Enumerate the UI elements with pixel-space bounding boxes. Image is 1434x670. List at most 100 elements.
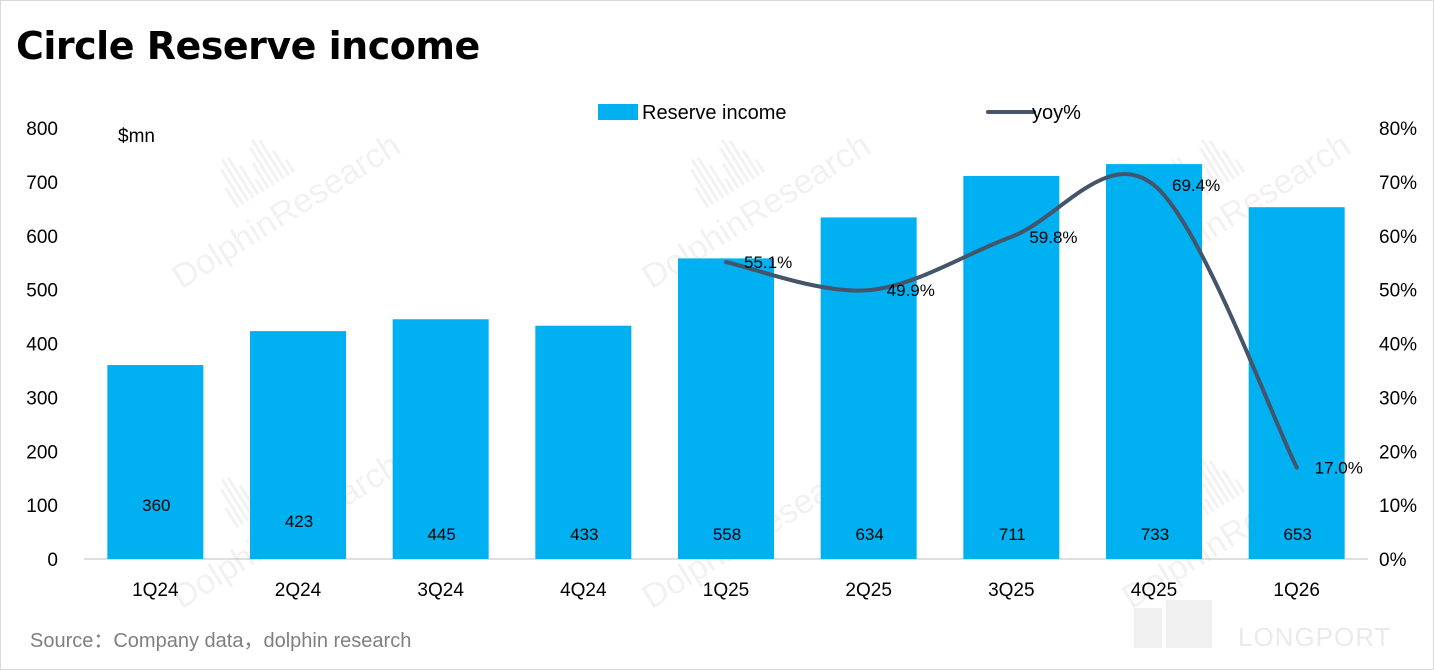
watermark-logo-bar	[227, 157, 255, 199]
y-tick-label-right: 70%	[1379, 173, 1417, 194]
x-tick-label: 2Q25	[845, 580, 891, 601]
watermark-logo-bar	[220, 168, 245, 205]
bar-value-label: 558	[713, 525, 741, 544]
y-tick-label-left: 700	[26, 173, 58, 194]
brand-logo-icon	[1134, 608, 1162, 648]
bar-data-labels: 360 423 445 433 558 634 711 733 653	[142, 496, 1312, 544]
legend-line-label: yoy%	[1032, 102, 1081, 124]
watermark-logo-bar	[720, 138, 750, 183]
y-tick-label-left: 100	[26, 496, 58, 517]
watermark-logo-bar	[1204, 497, 1215, 513]
brand-logo-icon-block	[1166, 600, 1212, 648]
watermark-logo-bar	[1221, 149, 1241, 177]
watermark-logo-bar	[1221, 469, 1241, 497]
legend: Reserve income yoy%	[598, 102, 1081, 124]
watermark-logo-bar	[1208, 459, 1236, 500]
y-tick-label-left: 400	[26, 335, 58, 356]
watermark-logo-bar	[690, 158, 720, 202]
yoy-value-label: 17.0%	[1315, 458, 1363, 477]
watermark-logo-bar	[1204, 177, 1215, 193]
bar-value-label: 634	[855, 525, 883, 544]
bar	[963, 175, 1060, 560]
watermark-logo-bar	[690, 168, 715, 205]
watermark-logo-bar	[708, 164, 730, 196]
watermark-logo-bar	[1200, 458, 1230, 503]
y-axis-unit-label: $mn	[118, 126, 155, 147]
watermark-logo-bar	[728, 139, 756, 180]
yoy-value-label: 69.4%	[1172, 176, 1220, 195]
brand-name: LONGPORT	[1238, 622, 1391, 652]
chart-title: Circle Reserve income	[16, 24, 480, 68]
watermark-logo-bar	[1198, 466, 1225, 506]
watermark-logo-bar	[1234, 478, 1246, 494]
y-tick-label-left: 200	[26, 442, 58, 463]
watermark-logo-bar	[220, 478, 250, 522]
x-tick-label: 3Q25	[988, 580, 1034, 601]
y-tick-label-right: 80%	[1379, 119, 1417, 140]
bar	[1106, 164, 1202, 559]
watermark-logo-bar	[694, 187, 710, 209]
watermark-logo-bar	[251, 162, 270, 190]
x-tick-label: 1Q25	[703, 580, 749, 601]
watermark-logo-bar	[224, 187, 240, 209]
watermark-logo-bar	[718, 146, 745, 186]
bar-value-label: 653	[1283, 525, 1311, 544]
legend-bar-label: Reserve income	[642, 102, 787, 124]
bar-series	[107, 164, 1345, 560]
watermark-logo-bar	[1234, 158, 1246, 174]
y-tick-label-right: 10%	[1379, 496, 1417, 517]
y-tick-label-right: 0%	[1379, 550, 1407, 571]
watermark-logo-bar	[1201, 162, 1220, 190]
bar	[535, 325, 632, 559]
y-tick-label-left: 300	[26, 388, 58, 409]
watermark-logo-bar	[238, 164, 260, 196]
watermark-logo-bar	[724, 177, 735, 193]
bar	[250, 331, 346, 559]
watermark-logo-bar	[754, 158, 766, 174]
watermark: DolphinResearch	[166, 126, 407, 296]
watermark-logo-bar	[254, 177, 265, 193]
y-tick-label-right: 50%	[1379, 281, 1417, 302]
watermark-logo-bar	[220, 488, 245, 525]
bar-value-label: 433	[570, 525, 598, 544]
bar-value-label: 445	[427, 525, 455, 544]
yoy-value-label: 59.8%	[1029, 228, 1077, 247]
y-tick-label-left: 600	[26, 227, 58, 248]
source-note: Source：Company data，dolphin research	[30, 630, 412, 652]
bar	[678, 258, 774, 559]
watermark-logo-bar	[1198, 146, 1225, 186]
bar-value-label: 360	[142, 496, 170, 515]
legend-bar-swatch	[598, 104, 638, 120]
watermark-logo-bar	[220, 158, 250, 202]
y-tick-label-right: 30%	[1379, 388, 1417, 409]
watermark-logo-bar	[1208, 139, 1236, 180]
y-tick-label-left: 800	[26, 119, 58, 140]
watermark-logo-bar	[697, 157, 725, 199]
watermark-logo-bar	[248, 146, 275, 186]
x-tick-label: 3Q24	[417, 580, 464, 601]
watermark-logo-bar	[258, 139, 286, 180]
x-tick-label: 1Q26	[1273, 580, 1319, 601]
watermark-logo-bar	[250, 138, 280, 183]
yoy-value-label: 55.1%	[744, 253, 792, 272]
watermark-logo-bar	[224, 507, 240, 529]
yoy-value-label: 49.9%	[887, 281, 935, 300]
watermark-logo-bar	[741, 149, 761, 177]
bar-value-label: 733	[1141, 525, 1169, 544]
watermark-logo-bar	[1201, 482, 1220, 510]
brand-watermark: LONGPORT	[1134, 600, 1391, 652]
x-tick-label: 2Q24	[275, 580, 322, 601]
watermark-logo-bar	[227, 477, 255, 519]
x-tick-label: 4Q24	[560, 580, 607, 601]
y-tick-label-right: 40%	[1379, 335, 1417, 356]
line-series	[724, 172, 1299, 470]
bar	[392, 319, 489, 559]
y-tick-label-right: 60%	[1379, 227, 1417, 248]
line-data-labels: 55.1% 49.9% 59.8% 69.4% 17.0%	[744, 176, 1363, 477]
x-tick-label: 1Q24	[132, 580, 179, 601]
y-tick-label-left: 0	[47, 550, 58, 571]
yoy-line	[724, 172, 1299, 470]
watermark-text: DolphinResearch	[166, 126, 407, 296]
bar	[107, 365, 204, 559]
